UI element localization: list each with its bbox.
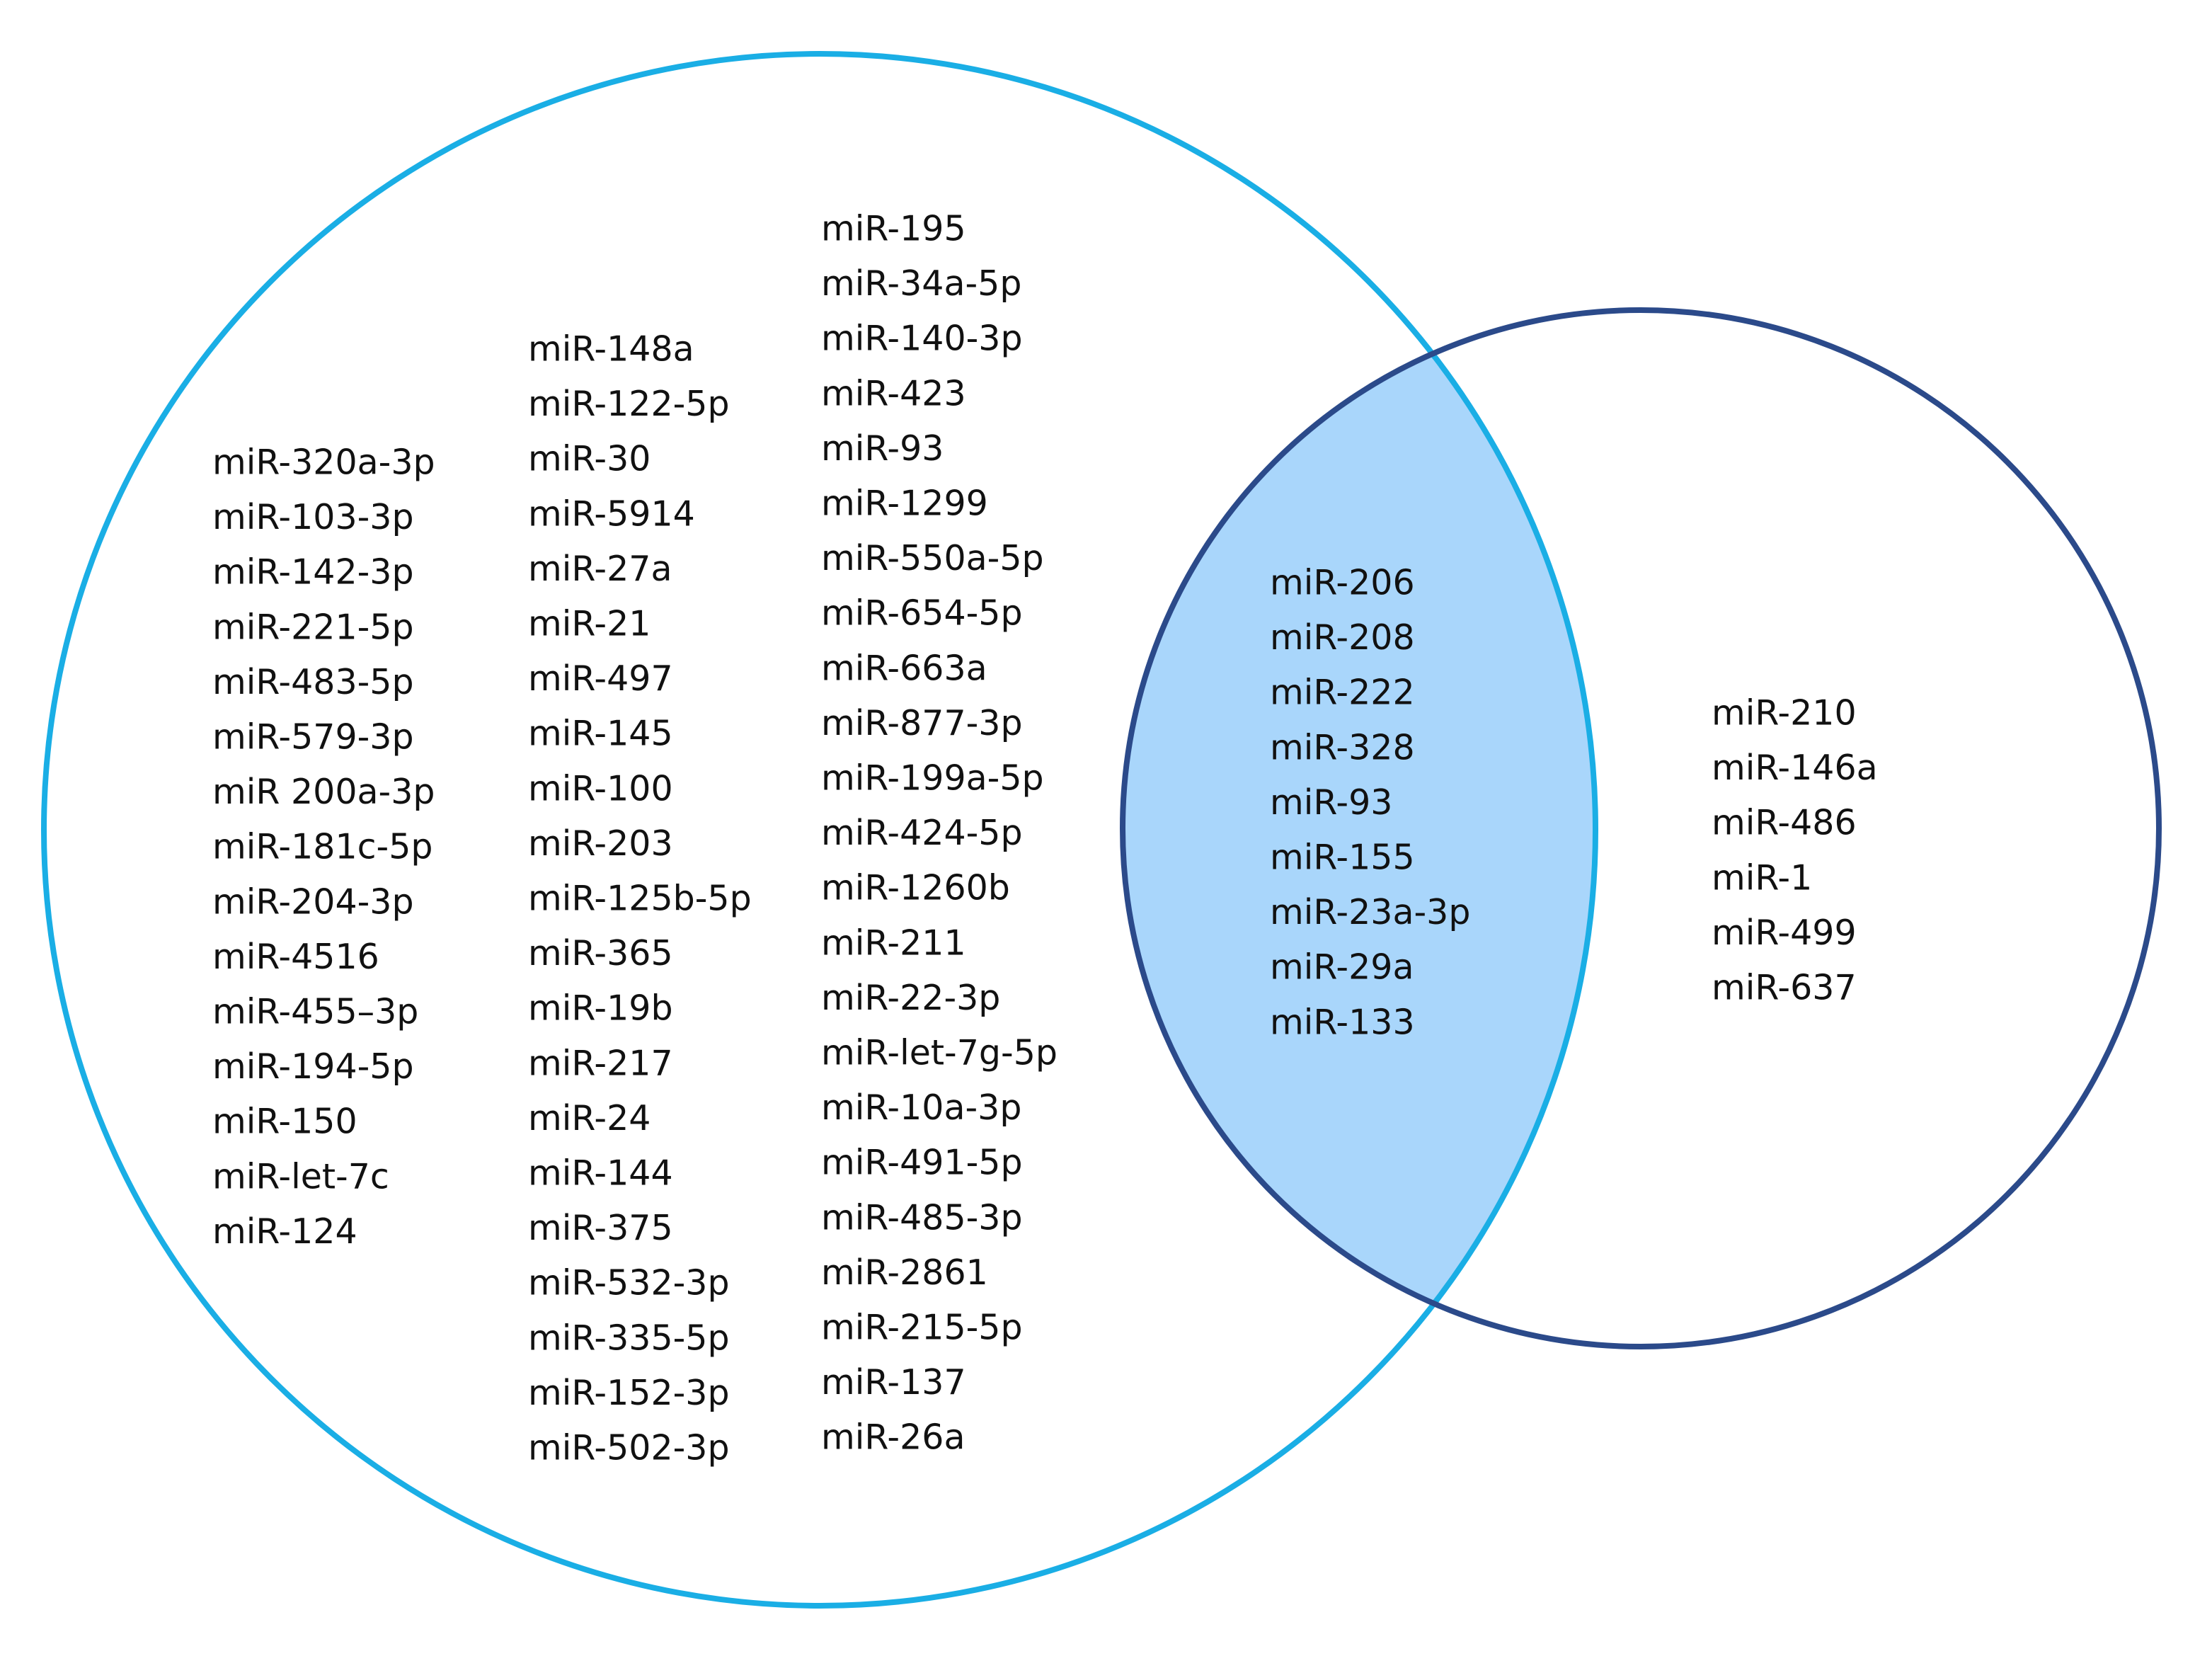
mirna-label: miR-103-3p: [212, 497, 414, 537]
mirna-label: miR-502-3p: [528, 1428, 730, 1468]
mirna-label: miR-211: [821, 923, 966, 963]
mirna-label: miR-5914: [528, 493, 695, 534]
mirna-label: miR-100: [528, 768, 673, 809]
mirna-label: miR-30: [528, 439, 651, 479]
mirna-label: miR-29a: [1270, 947, 1414, 988]
mirna-label: miR-124: [212, 1211, 357, 1252]
mirna-label: miR-let-7c: [212, 1156, 389, 1197]
mirna-label: miR-23a-3p: [1270, 892, 1470, 932]
mirna-label: miR-320a-3p: [212, 442, 435, 483]
mirna-label: miR-654-5p: [821, 593, 1023, 634]
mirna-label: miR-532-3p: [528, 1263, 730, 1303]
mirna-label: miR-497: [528, 658, 673, 699]
mirna-label: miR-155: [1270, 838, 1415, 878]
mirna-label: miR-4516: [212, 937, 379, 977]
mirna-label: miR-1: [1712, 857, 1812, 898]
mirna-label: miR-146a: [1712, 748, 1878, 788]
mirna-label: miR-150: [212, 1102, 357, 1142]
mirna-label: miR-let-7g-5p: [821, 1033, 1058, 1073]
mirna-label: miR-365: [528, 933, 673, 973]
mirna-label: miR-204-3p: [212, 881, 414, 922]
mirna-label: miR-152-3p: [528, 1373, 730, 1413]
mirna-label: miR-122-5p: [528, 384, 730, 424]
mirna-label: miR-133: [1270, 1002, 1415, 1042]
mirna-label: miR-335-5p: [528, 1318, 730, 1358]
mirna-label: miR-34a-5p: [821, 263, 1021, 304]
mirna-label: miR-637: [1712, 968, 1857, 1008]
mirna-label: miR-195: [821, 209, 966, 249]
mirna-label: miR-181c-5p: [212, 827, 433, 867]
mirna-label: miR-93: [1270, 782, 1392, 823]
mirna-label: miR-663a: [821, 648, 987, 688]
mirna-label: miR-328: [1270, 727, 1415, 767]
mirna-label: miR-217: [528, 1043, 673, 1083]
mirna-label: miR-424-5p: [821, 813, 1023, 853]
mirna-label: miR-24: [528, 1098, 651, 1138]
mirna-label: miR-499: [1712, 913, 1857, 953]
mirna-label: miR-19b: [528, 988, 673, 1029]
mirna-label: miR-21: [528, 604, 651, 644]
mirna-label: miR-221-5p: [212, 607, 414, 647]
mirna-label: miR-222: [1270, 673, 1415, 713]
mirna-label: miR-208: [1270, 617, 1415, 658]
mirna-label: miR-1299: [821, 484, 988, 524]
mirna-label: miR-485-3p: [821, 1197, 1023, 1238]
mirna-label: miR-486: [1712, 803, 1857, 843]
mirna-label: miR-877-3p: [821, 703, 1023, 743]
mirna-label: miR-26a: [821, 1417, 965, 1458]
mirna-label: miR-215-5p: [821, 1308, 1023, 1348]
mirna-label: miR-483-5p: [212, 662, 414, 702]
mirna-label: miR-22-3p: [821, 978, 1000, 1018]
mirna-label: miR-148a: [528, 329, 694, 370]
right-set-circle: [1120, 307, 2162, 1349]
mirna-label: miR-423: [821, 373, 966, 413]
mirna-label: miR-550a-5p: [821, 538, 1044, 578]
mirna-label: miR-455–3p: [212, 992, 418, 1032]
mirna-label: miR-210: [1712, 693, 1857, 733]
overlap-fill: [1123, 310, 1595, 1347]
mirna-label: miR-144: [528, 1153, 673, 1194]
mirna-label: miR-199a-5p: [821, 758, 1044, 799]
mirna-label: miR-125b-5p: [528, 879, 752, 919]
mirna-label: miR-194-5p: [212, 1046, 414, 1087]
mirna-label: miR-27a: [528, 549, 672, 589]
mirna-label: miR 200a-3p: [212, 772, 435, 812]
mirna-label: miR-203: [528, 823, 673, 864]
mirna-label: miR-375: [528, 1208, 673, 1248]
mirna-label: miR-579-3p: [212, 717, 414, 758]
mirna-label: miR-2861: [821, 1252, 988, 1293]
mirna-label: miR-491-5p: [821, 1143, 1023, 1183]
mirna-label: miR-140-3p: [821, 319, 1023, 359]
mirna-label: miR-145: [528, 714, 673, 754]
mirna-label: miR-10a-3p: [821, 1087, 1021, 1128]
mirna-label: miR-142-3p: [212, 552, 414, 593]
mirna-label: miR-93: [821, 428, 944, 469]
left-set-circle: [41, 51, 1598, 1609]
mirna-label: miR-1260b: [821, 868, 1010, 908]
mirna-label: miR-137: [821, 1362, 966, 1403]
mirna-label: miR-206: [1270, 563, 1415, 603]
